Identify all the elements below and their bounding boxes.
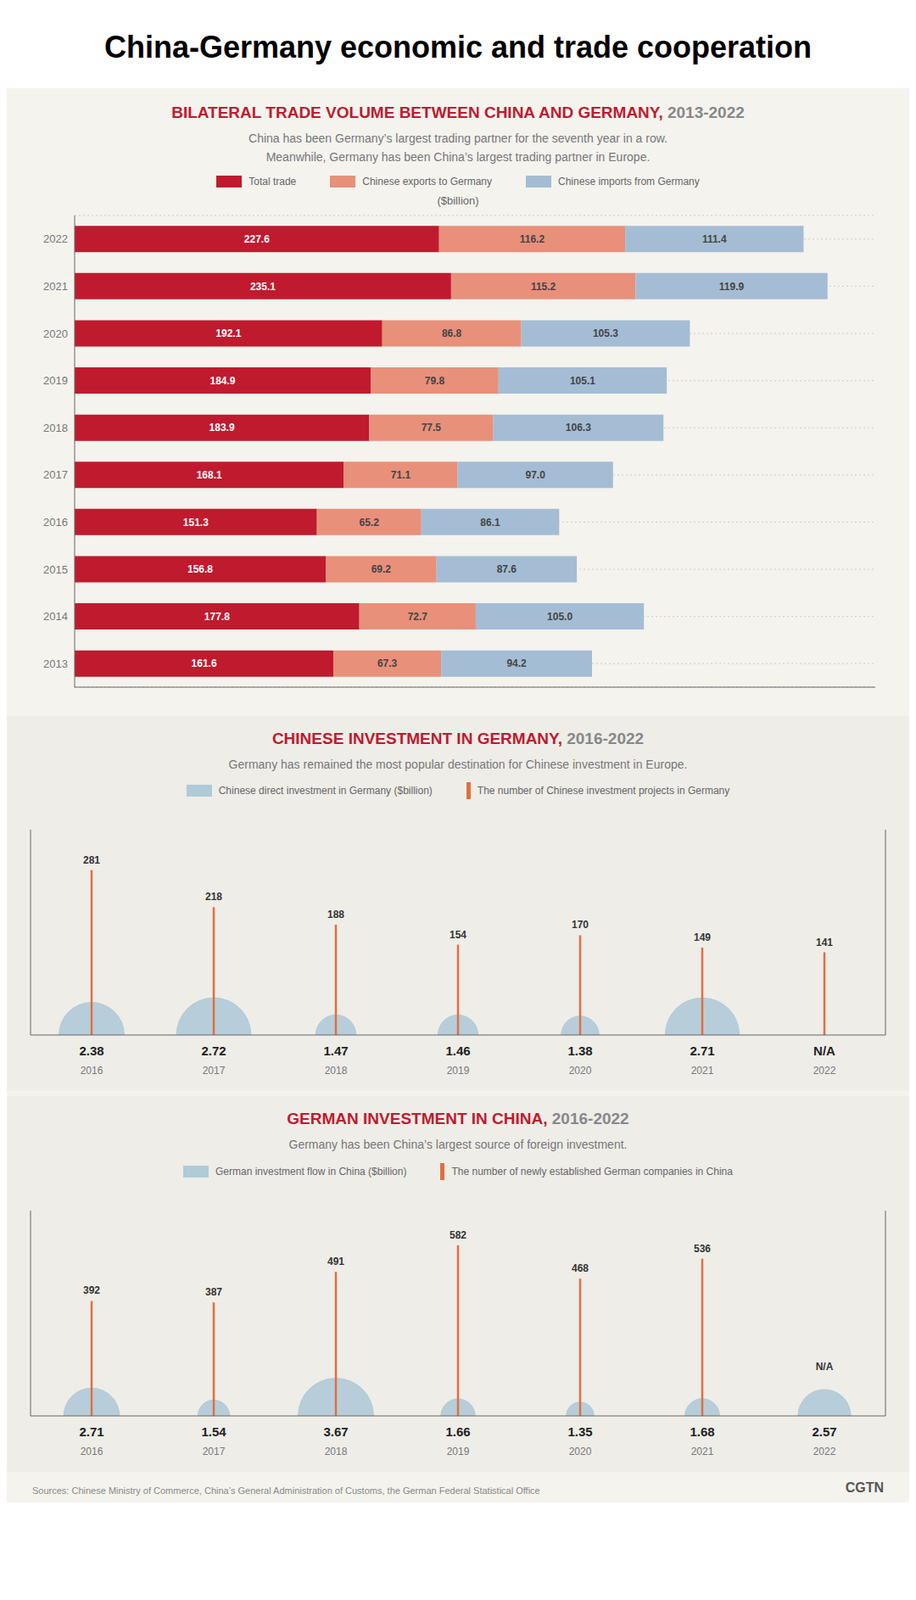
html-text:($billion): ($billion) [437, 194, 479, 207]
svg-text:281: 281 [83, 854, 101, 866]
svg-text:2019: 2019 [446, 1064, 470, 1077]
html-text:Chinese direct investment in G: Chinese direct investment in Germany ($b… [218, 784, 433, 797]
svg-text:184.9: 184.9 [210, 374, 236, 387]
svg-text:218: 218 [205, 890, 223, 903]
html-text:Germany has remained the most: Germany has remained the most popular de… [228, 757, 688, 771]
svg-text:387: 387 [205, 1285, 223, 1298]
svg-text:2022: 2022 [813, 1445, 837, 1458]
svg-text:149: 149 [693, 931, 711, 944]
svg-text:2018: 2018 [324, 1064, 348, 1077]
html-text:China-Germany economic and tra: China-Germany economic and trade coopera… [104, 29, 812, 65]
svg-text:2017: 2017 [202, 1445, 226, 1458]
svg-text:115.2: 115.2 [530, 279, 557, 292]
svg-text:1.35: 1.35 [567, 1424, 593, 1439]
svg-text:2021: 2021 [43, 279, 68, 293]
svg-text:2013: 2013 [43, 657, 68, 671]
svg-text:156.8: 156.8 [187, 563, 213, 576]
svg-text:2015: 2015 [43, 562, 68, 576]
svg-text:2017: 2017 [43, 468, 68, 481]
svg-text:86.1: 86.1 [480, 515, 501, 528]
svg-text:235.1: 235.1 [250, 279, 276, 292]
svg-text:582: 582 [449, 1228, 467, 1240]
svg-text:97.0: 97.0 [525, 469, 546, 481]
svg-text:2014: 2014 [43, 609, 68, 623]
html-text:China has been Germany’s large: China has been Germany’s largest trading… [248, 131, 668, 165]
svg-text:1.66: 1.66 [445, 1424, 470, 1439]
svg-text:94.2: 94.2 [506, 657, 527, 670]
svg-text:2022: 2022 [43, 232, 68, 246]
html-text:German investment flow in Chin: German investment flow in China ($billio… [215, 1165, 407, 1177]
html-text:CHINESE INVESTMENT IN GERMANY,: CHINESE INVESTMENT IN GERMANY, 2016-2022 [272, 729, 644, 748]
svg-text:183.9: 183.9 [209, 421, 235, 434]
html-text:Total trade: Total trade [248, 175, 297, 188]
svg-text:2020: 2020 [569, 1445, 593, 1458]
svg-text:188: 188 [327, 908, 345, 921]
svg-text:106.3: 106.3 [565, 421, 592, 434]
html-text:BILATERAL TRADE VOLUME BETWEEN: BILATERAL TRADE VOLUME BETWEEN CHINA AND… [171, 103, 745, 122]
svg-text:69.2: 69.2 [371, 563, 392, 576]
svg-text:65.2: 65.2 [359, 515, 380, 528]
svg-text:177.8: 177.8 [204, 610, 230, 623]
html-text:CGTN: CGTN [845, 1479, 884, 1495]
svg-text:2.72: 2.72 [201, 1043, 226, 1058]
svg-text:2020: 2020 [569, 1064, 593, 1077]
svg-text:119.9: 119.9 [719, 279, 745, 292]
svg-text:87.6: 87.6 [497, 563, 518, 576]
svg-text:2016: 2016 [43, 515, 68, 529]
svg-text:2019: 2019 [446, 1445, 470, 1458]
svg-text:3.67: 3.67 [323, 1424, 348, 1439]
svg-text:1.54: 1.54 [201, 1424, 227, 1439]
html-text:GERMAN INVESTMENT IN CHINA, 20: GERMAN INVESTMENT IN CHINA, 2016-2022 [286, 1109, 630, 1128]
svg-text:1.68: 1.68 [689, 1424, 715, 1439]
svg-text:1.46: 1.46 [445, 1043, 470, 1058]
html-text:Germany has been China’s large: Germany has been China’s largest source … [288, 1137, 628, 1152]
svg-text:77.5: 77.5 [421, 421, 442, 434]
html-text:Chinese exports to Germany: Chinese exports to Germany [362, 175, 492, 188]
svg-text:2021: 2021 [691, 1064, 715, 1077]
svg-text:105.3: 105.3 [592, 327, 619, 340]
svg-text:151.3: 151.3 [183, 515, 209, 528]
svg-text:161.6: 161.6 [191, 657, 218, 670]
svg-text:2.57: 2.57 [811, 1424, 837, 1439]
svg-text:71.1: 71.1 [390, 469, 412, 481]
svg-text:2.71: 2.71 [78, 1424, 104, 1439]
svg-text:2016: 2016 [80, 1445, 104, 1458]
svg-text:2.38: 2.38 [78, 1043, 104, 1058]
svg-text:N/A: N/A [815, 1360, 834, 1373]
svg-text:2.71: 2.71 [689, 1043, 715, 1058]
svg-text:105.1: 105.1 [569, 374, 596, 387]
svg-text:2016: 2016 [80, 1064, 104, 1077]
html-text:Chinese imports from Germany: Chinese imports from Germany [558, 175, 700, 188]
svg-text:N/A: N/A [813, 1043, 836, 1058]
svg-text:67.3: 67.3 [377, 657, 398, 670]
svg-text:2020: 2020 [43, 326, 68, 340]
svg-text:170: 170 [571, 919, 589, 932]
svg-text:2021: 2021 [691, 1445, 715, 1458]
html-text:Sources: Chinese Ministry of C: Sources: Chinese Ministry of Commerce, C… [32, 1484, 541, 1495]
svg-text:141: 141 [815, 936, 833, 949]
svg-text:72.7: 72.7 [407, 610, 429, 623]
svg-text:2022: 2022 [813, 1064, 837, 1077]
html-text:The number of Chinese investme: The number of Chinese investment project… [477, 784, 730, 797]
svg-text:192.1: 192.1 [215, 327, 241, 340]
svg-text:1.47: 1.47 [323, 1043, 348, 1058]
svg-text:2018: 2018 [324, 1445, 348, 1458]
svg-text:154: 154 [449, 928, 467, 941]
svg-text:2019: 2019 [43, 374, 68, 387]
svg-text:105.0: 105.0 [547, 610, 573, 623]
svg-text:86.8: 86.8 [441, 327, 463, 340]
svg-text:491: 491 [327, 1255, 345, 1268]
svg-text:536: 536 [693, 1241, 711, 1254]
svg-text:111.4: 111.4 [702, 233, 727, 246]
svg-text:1.38: 1.38 [567, 1043, 593, 1058]
svg-text:168.1: 168.1 [196, 469, 223, 481]
svg-text:116.2: 116.2 [519, 233, 546, 246]
svg-text:2018: 2018 [43, 421, 68, 435]
svg-text:468: 468 [571, 1262, 589, 1274]
svg-text:2017: 2017 [202, 1064, 226, 1077]
svg-text:79.8: 79.8 [424, 374, 446, 387]
svg-text:392: 392 [83, 1284, 101, 1296]
svg-text:227.6: 227.6 [244, 233, 270, 246]
html-text:The number of newly establishe: The number of newly established German c… [451, 1165, 733, 1177]
